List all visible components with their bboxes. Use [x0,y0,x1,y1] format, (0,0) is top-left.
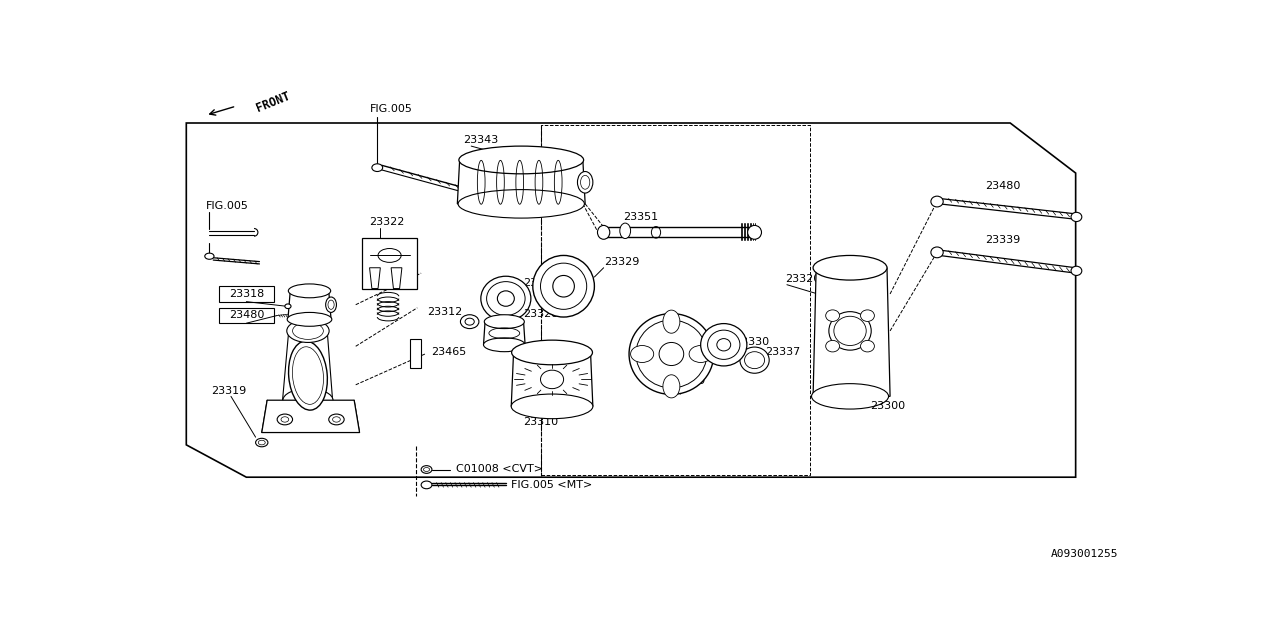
Ellipse shape [659,342,684,365]
Ellipse shape [812,383,888,409]
Ellipse shape [498,291,515,307]
Ellipse shape [740,347,769,373]
Ellipse shape [461,315,479,328]
Ellipse shape [532,255,594,317]
Ellipse shape [577,172,593,193]
Ellipse shape [717,339,731,351]
Ellipse shape [329,414,344,425]
Text: FIG.005 <MT>: FIG.005 <MT> [511,480,593,490]
Ellipse shape [748,225,762,239]
Text: 23319: 23319 [211,386,246,396]
Polygon shape [484,322,525,345]
Ellipse shape [860,340,874,352]
Ellipse shape [287,319,329,342]
Text: 23318: 23318 [229,289,264,299]
Ellipse shape [278,414,293,425]
Ellipse shape [256,438,268,447]
Ellipse shape [826,310,840,321]
Text: 23320: 23320 [786,273,820,284]
Ellipse shape [663,375,680,398]
Ellipse shape [931,196,943,207]
Ellipse shape [283,388,333,412]
Polygon shape [370,268,380,289]
Ellipse shape [511,394,593,419]
Polygon shape [262,400,360,433]
Text: 23328: 23328 [524,309,559,319]
Ellipse shape [689,346,712,362]
Ellipse shape [288,341,328,410]
Ellipse shape [620,223,631,239]
Text: 23351: 23351 [623,212,658,222]
Bar [219,286,274,301]
Ellipse shape [288,284,330,298]
Ellipse shape [813,255,887,280]
Ellipse shape [484,315,525,328]
Ellipse shape [460,146,584,174]
Text: 23480: 23480 [229,310,264,321]
Bar [219,308,274,323]
Bar [362,239,417,289]
Polygon shape [288,291,332,319]
Ellipse shape [512,340,593,365]
Ellipse shape [421,466,431,474]
Ellipse shape [325,297,337,312]
Text: FRONT: FRONT [253,90,292,115]
Polygon shape [392,268,402,289]
Ellipse shape [1071,212,1082,221]
Ellipse shape [826,340,840,352]
Text: 23322: 23322 [370,216,404,227]
Ellipse shape [287,312,332,326]
Text: 23339: 23339 [986,235,1021,245]
Text: FIG.005: FIG.005 [206,201,248,211]
Ellipse shape [553,275,575,297]
Ellipse shape [484,338,525,352]
Ellipse shape [205,253,214,259]
Text: 23343: 23343 [463,135,499,145]
Ellipse shape [421,481,431,489]
Text: FIG.005: FIG.005 [370,104,412,114]
Text: 23480: 23480 [986,181,1021,191]
Ellipse shape [631,346,654,362]
Ellipse shape [285,304,291,308]
Ellipse shape [540,370,563,388]
Ellipse shape [628,314,714,394]
Text: A093001255: A093001255 [1051,549,1117,559]
Ellipse shape [663,310,680,333]
Ellipse shape [700,324,746,366]
Text: 23309: 23309 [669,376,705,386]
Bar [410,339,421,368]
Text: 23334: 23334 [524,278,559,288]
Ellipse shape [598,225,609,239]
Ellipse shape [829,312,872,350]
Text: 23337: 23337 [765,348,800,358]
Text: 23330: 23330 [735,337,769,348]
Text: 23312: 23312 [426,307,462,317]
Polygon shape [457,160,585,204]
Ellipse shape [481,276,531,321]
Ellipse shape [458,189,585,218]
Ellipse shape [465,318,475,325]
Ellipse shape [931,247,943,258]
Text: 23465: 23465 [431,348,466,358]
Bar [540,125,810,475]
Text: C01008 <CVT>: C01008 <CVT> [456,465,543,474]
Ellipse shape [860,310,874,321]
Ellipse shape [372,164,383,172]
Polygon shape [511,353,593,406]
Text: 23300: 23300 [870,401,905,412]
Polygon shape [813,268,890,396]
Text: 23310: 23310 [524,417,558,427]
Text: 23329: 23329 [604,257,639,267]
Ellipse shape [1071,266,1082,275]
Polygon shape [187,123,1075,477]
